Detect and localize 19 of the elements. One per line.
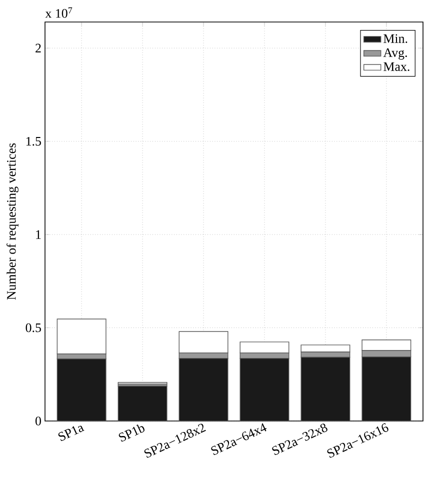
x-tick-label: SP1a — [58, 426, 84, 441]
bar — [179, 358, 228, 421]
bar — [57, 358, 106, 421]
text: x 10$^{7}$ — [45, 7, 72, 18]
y-tick-label: 0 — [36, 416, 41, 426]
y-tick-label: 2 — [36, 44, 41, 52]
y-axis-title: Number of requesting vertices — [6, 143, 18, 300]
legend-label: Min. — [384, 34, 408, 44]
legend-label: Avg. — [383, 48, 407, 60]
y-tick-label: 0.5 — [26, 323, 41, 332]
y-tick-label: 1.5 — [26, 136, 41, 146]
bar — [240, 358, 289, 421]
bar — [118, 386, 167, 421]
bar — [56, 318, 106, 354]
bar — [301, 357, 350, 421]
x-tick-label: SP1b — [118, 424, 144, 442]
bar — [362, 356, 412, 421]
legend-label: Max. — [384, 62, 410, 72]
y-tick-label: 1 — [36, 230, 41, 239]
